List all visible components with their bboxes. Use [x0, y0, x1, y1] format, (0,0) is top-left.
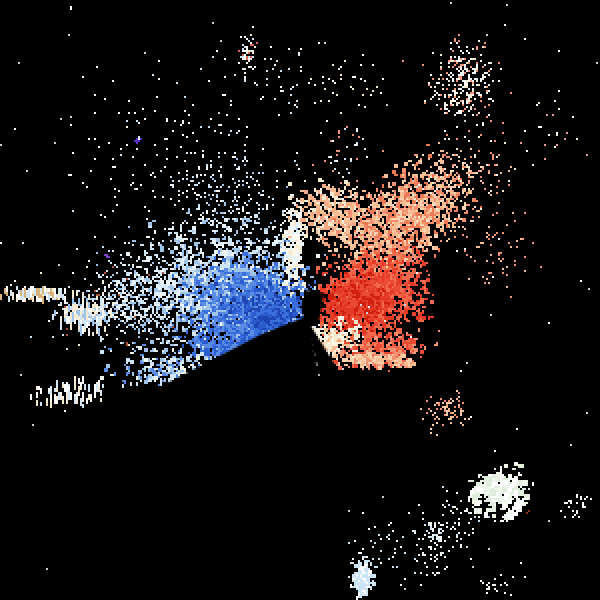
splash-canvas: [0, 0, 600, 600]
particle-splash-image: [0, 0, 600, 600]
